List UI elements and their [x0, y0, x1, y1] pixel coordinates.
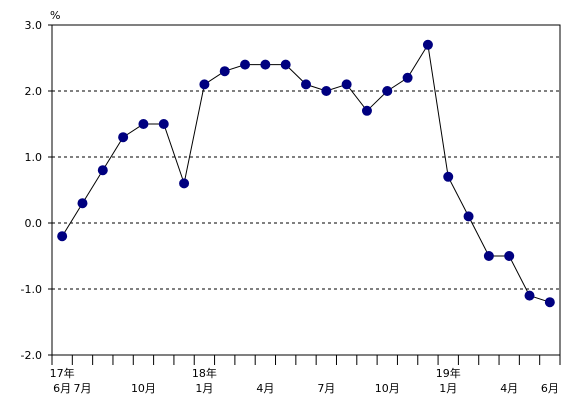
data-point-9 — [240, 59, 251, 70]
plot-area — [51, 24, 561, 356]
data-point-21 — [483, 251, 494, 261]
y-tick-label-3: 0.0 — [25, 217, 43, 230]
data-point-18 — [422, 39, 433, 50]
y-tick-label-1: 2.0 — [25, 85, 43, 98]
x-month-label-1: 7月 — [73, 382, 91, 395]
data-point-2 — [97, 165, 108, 176]
data-point-12 — [301, 79, 311, 90]
x-month-label-7: 1月 — [439, 382, 457, 395]
x-month-label-5: 7月 — [317, 382, 335, 395]
data-point-1 — [77, 198, 88, 209]
data-point-20 — [463, 211, 474, 222]
x-month-label-3: 1月 — [195, 382, 213, 395]
y-tick-label-0: 3.0 — [25, 19, 43, 32]
series-points — [57, 39, 555, 308]
data-point-10 — [260, 59, 271, 70]
data-point-8 — [219, 66, 230, 77]
data-point-13 — [321, 86, 332, 96]
data-point-7 — [199, 79, 210, 90]
data-point-0 — [57, 231, 68, 242]
data-point-16 — [382, 86, 393, 96]
data-point-15 — [361, 105, 372, 116]
x-month-label-0: 6月 — [53, 382, 71, 395]
x-month-label-2: 10月 — [131, 382, 156, 395]
x-month-label-9: 6月 — [541, 382, 559, 395]
gridlines — [52, 90, 560, 290]
y-axis-unit: % — [50, 9, 60, 22]
data-point-23 — [524, 290, 535, 301]
data-point-5 — [158, 119, 169, 129]
y-tick-label-4: -1.0 — [21, 283, 42, 296]
data-point-3 — [118, 132, 129, 143]
data-point-6 — [179, 178, 190, 189]
x-month-label-6: 10月 — [375, 382, 400, 395]
x-year-label-3: 18年 — [192, 366, 217, 380]
data-point-24 — [544, 297, 555, 308]
data-point-19 — [443, 171, 454, 182]
x-year-label-7: 19年 — [436, 366, 461, 380]
x-year-label-0: 17年 — [50, 366, 75, 380]
y-tick-label-2: 1.0 — [25, 151, 43, 164]
y-axis-ticks: 3.0 2.0 1.0 0.0 -1.0 -2.0 — [21, 19, 52, 362]
y-tick-label-5: -2.0 — [21, 349, 42, 362]
data-point-11 — [280, 59, 291, 70]
data-point-22 — [504, 251, 515, 261]
data-point-14 — [341, 79, 352, 90]
x-month-label-8: 4月 — [500, 382, 518, 395]
data-point-4 — [138, 119, 149, 129]
x-month-label-4: 4月 — [256, 382, 274, 395]
data-point-17 — [402, 72, 413, 83]
